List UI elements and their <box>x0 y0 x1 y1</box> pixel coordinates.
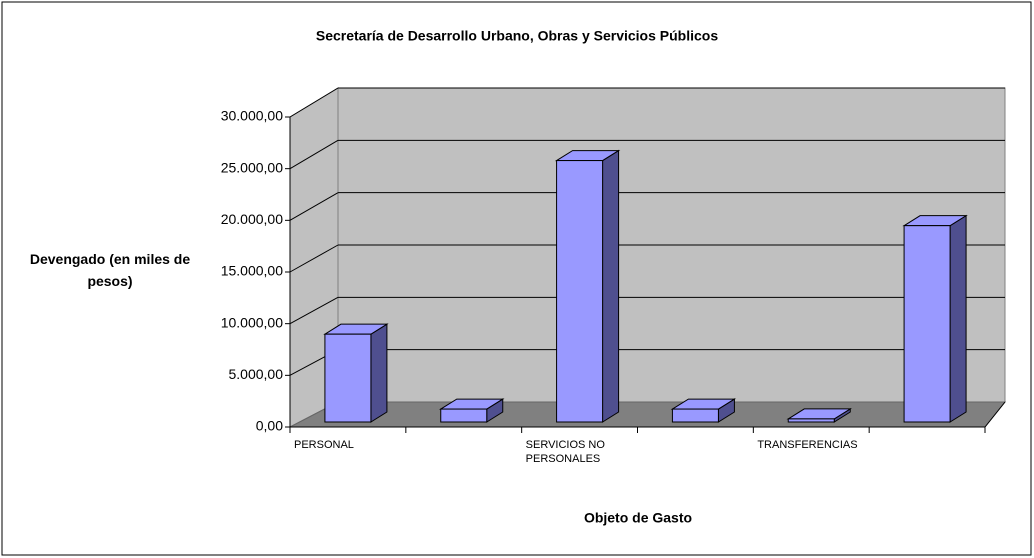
y-tick-label: 5.000,00 <box>229 366 284 382</box>
bar-front <box>556 160 604 423</box>
y-tick-label: 25.000,00 <box>221 159 283 175</box>
bar <box>554 149 621 423</box>
y-tick-label: 0,00 <box>256 418 283 434</box>
bar <box>439 398 505 423</box>
bar-side <box>949 214 967 423</box>
y-tick-label: 20.000,00 <box>221 211 283 227</box>
grid-line <box>289 296 339 325</box>
y-axis-title: Devengado (en miles de pesos) <box>29 251 191 289</box>
bar-side <box>602 149 620 423</box>
floor <box>289 401 1007 428</box>
bar-side <box>370 323 388 423</box>
bar-front <box>671 408 719 423</box>
y-tick-label: 30.000,00 <box>221 108 283 124</box>
bar <box>323 323 389 423</box>
x-axis-title: Objeto de Gasto <box>584 510 692 526</box>
bar-front <box>787 418 835 423</box>
grid-line <box>289 244 339 273</box>
x-tick-label: TRANSFERENCIAS <box>757 439 858 451</box>
grid-line <box>289 192 339 221</box>
bar-front <box>903 225 951 423</box>
bar-front <box>324 333 372 423</box>
grid-line <box>289 139 339 170</box>
bar <box>902 214 968 423</box>
grid-line <box>289 87 339 118</box>
x-tick-label: PERSONAL <box>294 439 354 451</box>
y-tick-label: 15.000,00 <box>221 263 283 279</box>
x-tick-label: SERVICIOS NO PERSONALES <box>525 439 605 465</box>
y-tick-label: 10.000,00 <box>221 314 283 330</box>
bar <box>670 398 737 423</box>
chart-title: Secretaría de Desarrollo Urbano, Obras y… <box>316 28 718 44</box>
x-axis-depth <box>984 401 1006 428</box>
bar-front <box>440 408 488 423</box>
bar <box>786 407 852 423</box>
